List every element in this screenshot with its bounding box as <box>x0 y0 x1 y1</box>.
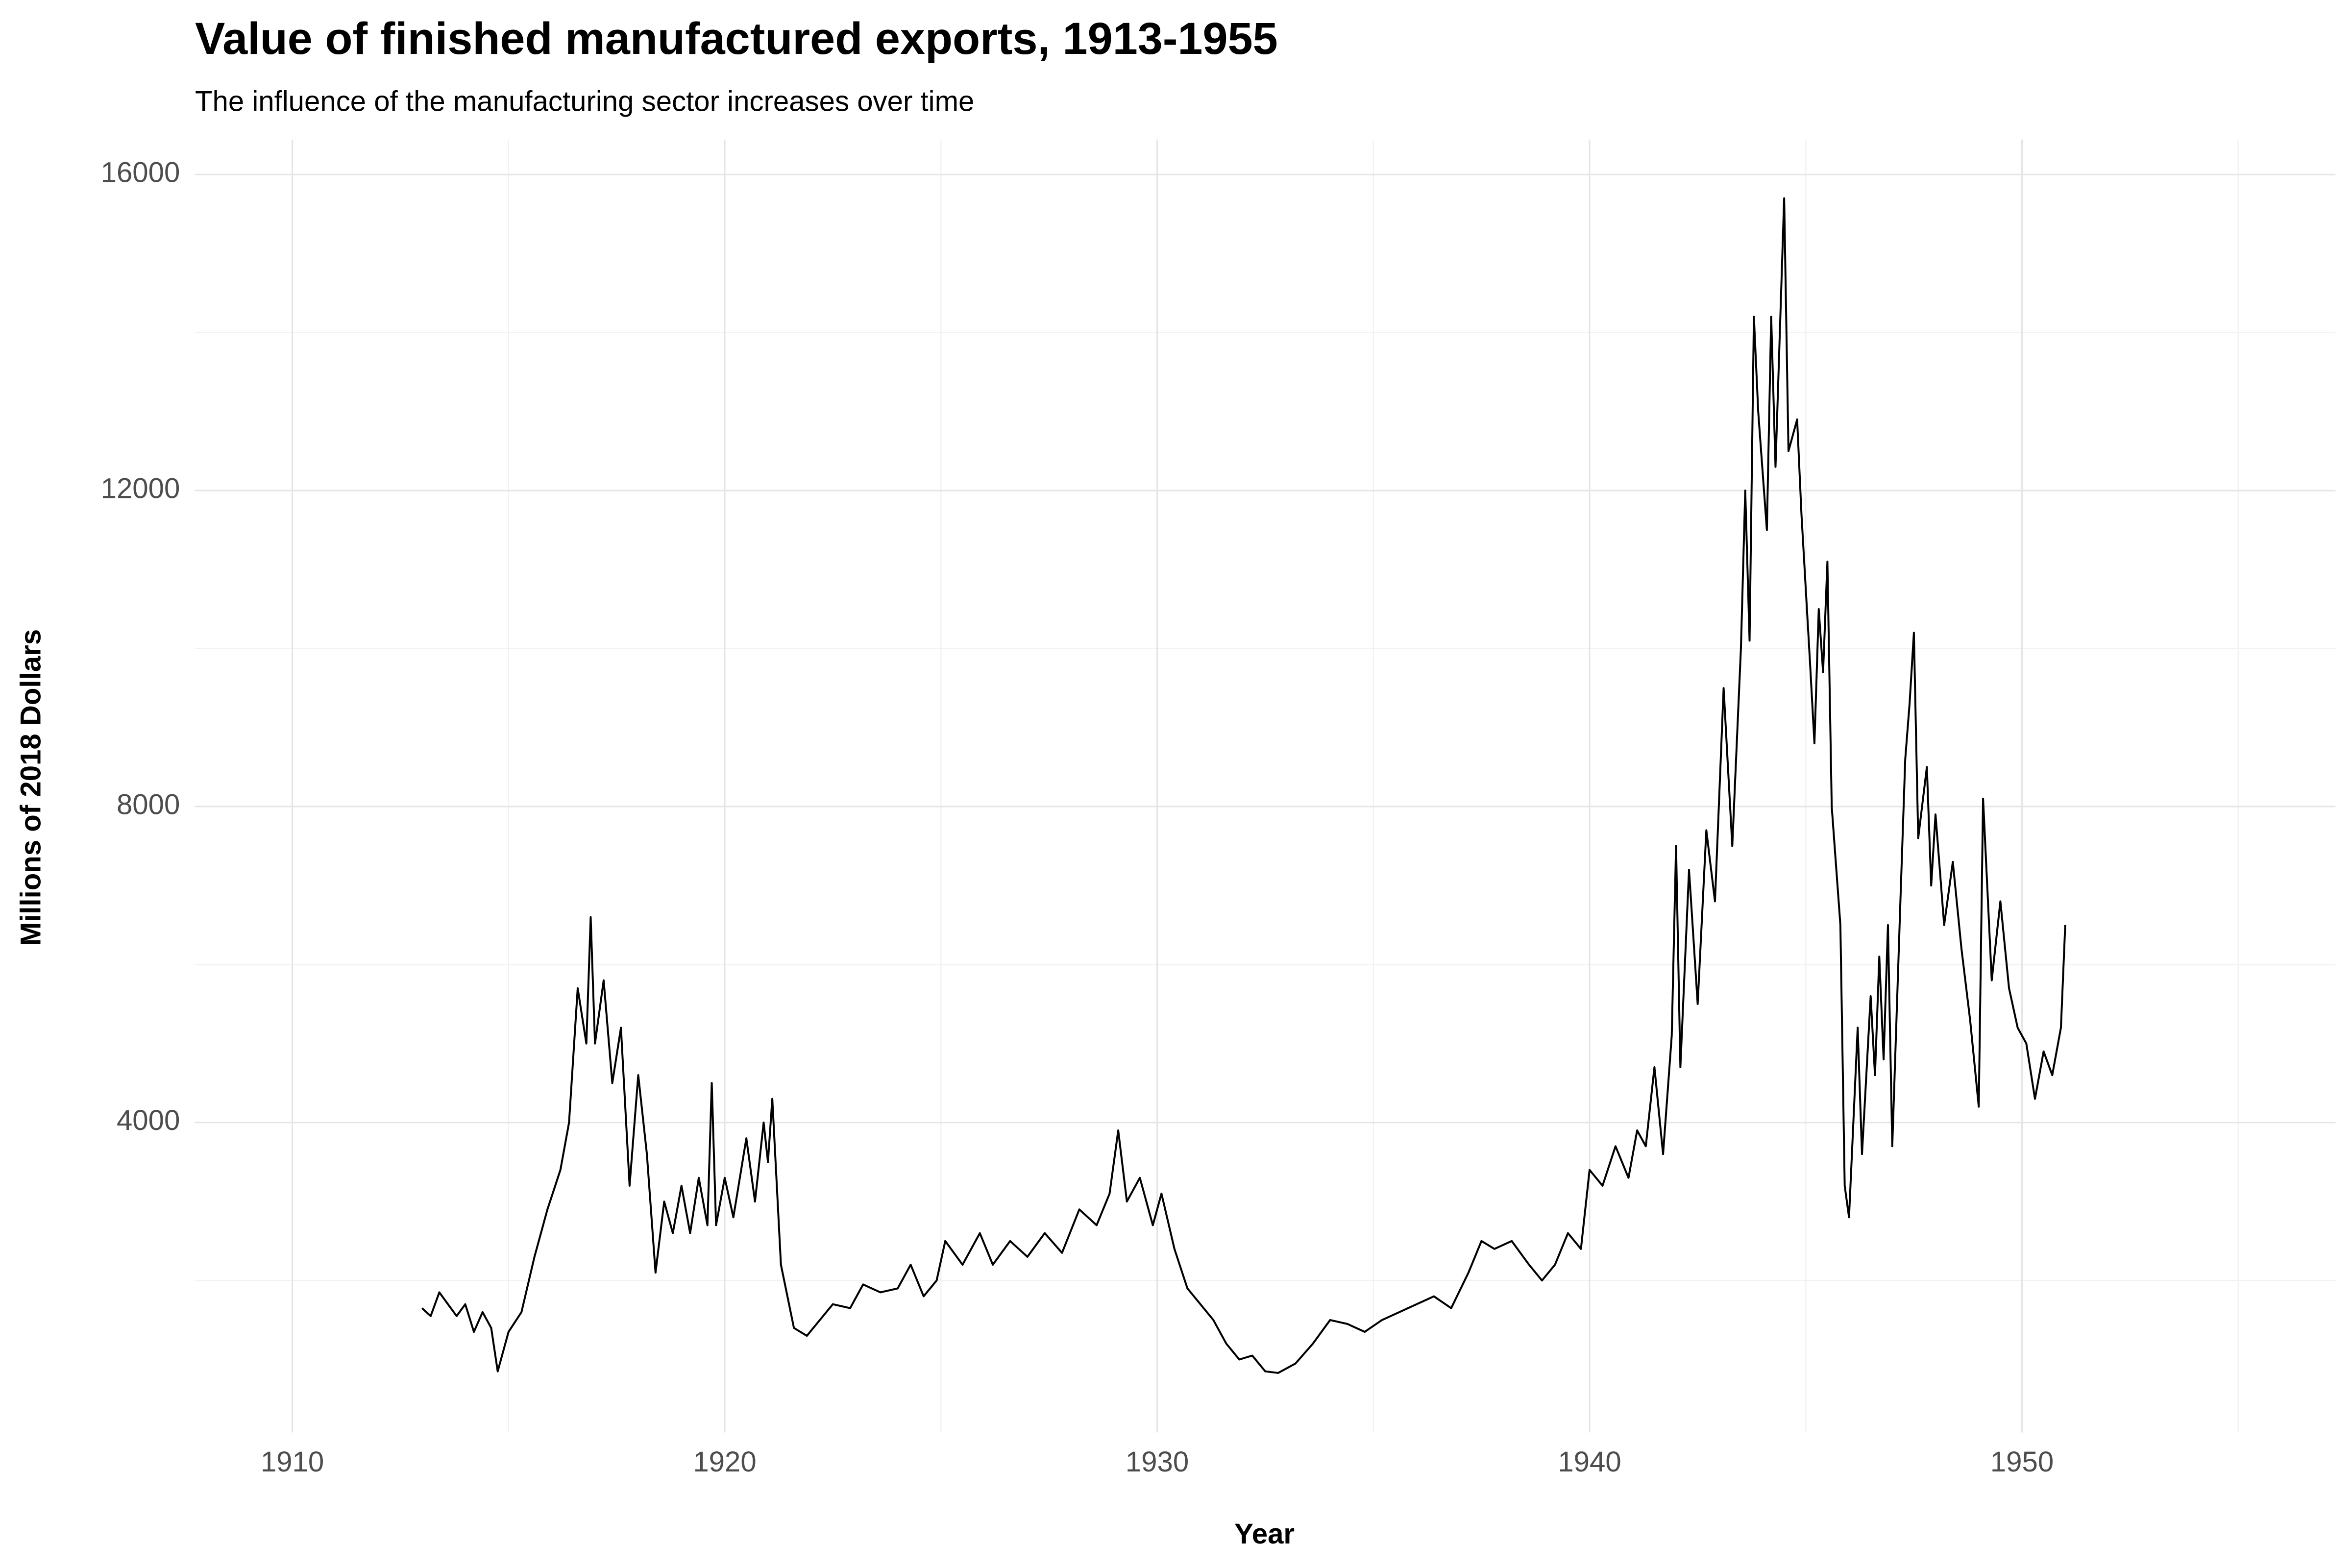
x-tick-label: 1920 <box>693 1446 756 1478</box>
chart-title: Value of finished manufactured exports, … <box>195 14 1278 64</box>
y-tick-label: 4000 <box>117 1104 180 1136</box>
y-tick-label: 16000 <box>101 157 180 189</box>
y-tick-label: 8000 <box>117 788 180 820</box>
x-tick-label: 1930 <box>1126 1446 1189 1478</box>
plot-area <box>421 197 2066 1374</box>
grid <box>195 139 2336 1433</box>
x-tick-label: 1940 <box>1558 1446 1621 1478</box>
y-tick-label: 12000 <box>101 472 180 504</box>
y-axis-title: Millions of 2018 Dollars <box>15 629 47 946</box>
x-axis-title: Year <box>1234 1518 1295 1550</box>
x-tick-label: 1910 <box>261 1446 324 1478</box>
chart-subtitle: The influence of the manufacturing secto… <box>195 86 974 118</box>
data-line <box>421 197 2066 1374</box>
x-tick-label: 1950 <box>1990 1446 2054 1478</box>
